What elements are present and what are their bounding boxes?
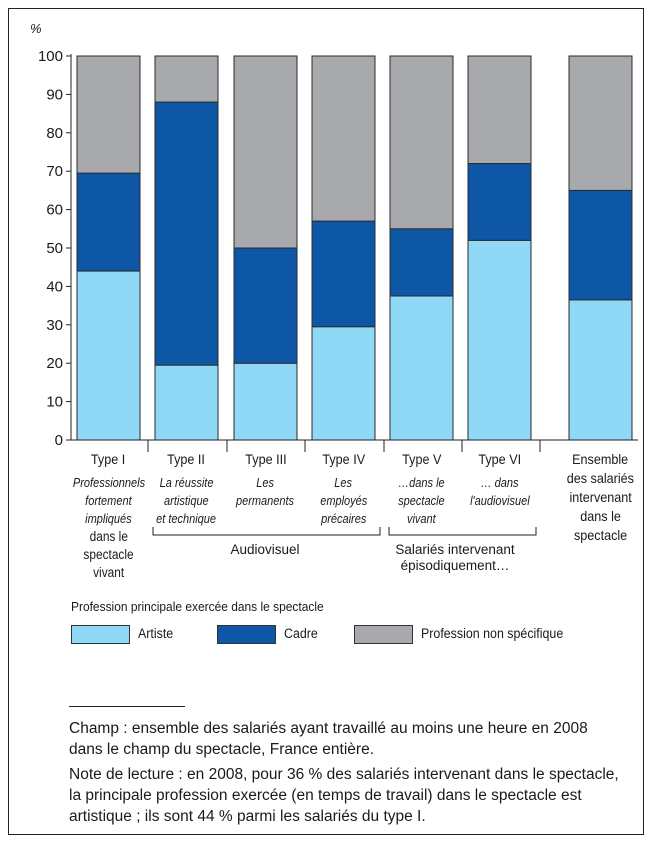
category-5-subtitle-line-3: vivant bbox=[407, 512, 436, 526]
bracket-1 bbox=[152, 527, 381, 536]
y-tick-label-60: 60 bbox=[46, 202, 63, 219]
bar-segment-2-2 bbox=[154, 101, 219, 366]
bar-segment-7-2 bbox=[568, 189, 633, 301]
bar-segment-4-2 bbox=[311, 220, 376, 328]
legend-label-cadre: Cadre bbox=[284, 626, 318, 641]
category-caption-4: Type IV Les employés précaires bbox=[296, 451, 392, 528]
category-label-5: Type V bbox=[401, 451, 442, 467]
bar-segment-6-2 bbox=[467, 163, 532, 241]
category-1-subtitle-line-6: vivant bbox=[92, 565, 125, 580]
category-6-subtitle-line-2: l'audiovisuel bbox=[469, 494, 530, 508]
category-3-subtitle-line-2: permanents bbox=[236, 494, 295, 508]
category-caption-1: Type I Professionnels fortement impliqués da… bbox=[61, 451, 157, 582]
category-label-1: Type I bbox=[91, 451, 126, 467]
bar-segment-5-1 bbox=[389, 295, 454, 441]
bar-segment-4-3 bbox=[311, 55, 376, 222]
bar-segment-1-2 bbox=[76, 172, 141, 272]
category-5-subtitle-line-2: spectacle bbox=[398, 494, 445, 508]
category-caption-7: Ensemble des salariés intervenant dans le sp… bbox=[553, 450, 649, 545]
bar-segment-1-1 bbox=[76, 270, 141, 441]
category-label-6: Type VI bbox=[478, 451, 521, 467]
category-1-subtitle-line-2: fortement bbox=[85, 494, 132, 508]
category-1-subtitle-line-3: impliqués bbox=[85, 512, 132, 526]
y-tick-label-30: 30 bbox=[46, 317, 63, 334]
figure-frame bbox=[8, 8, 644, 835]
category-caption-3: Type III Les permanents bbox=[218, 451, 314, 510]
legend-title: Profession principale exercée dans le sp… bbox=[71, 599, 324, 614]
bracket-label-2: Salariés intervenant épisodiquement… bbox=[395, 542, 515, 573]
bar-segment-3-3 bbox=[233, 55, 298, 249]
bar-segment-3-2 bbox=[233, 247, 298, 364]
y-tick-label-100: 100 bbox=[38, 48, 63, 65]
bracket-2 bbox=[388, 527, 537, 536]
y-tick-label-80: 80 bbox=[46, 125, 63, 142]
category-1-subtitle-line-5: spectacle bbox=[83, 547, 134, 562]
legend-label-artiste: Artiste bbox=[138, 626, 174, 641]
y-tick-label-40: 40 bbox=[46, 278, 63, 295]
legend-swatch-artiste bbox=[71, 625, 130, 644]
category-5-subtitle-line-1: …dans le bbox=[398, 476, 445, 490]
bar-segment-2-3 bbox=[154, 55, 219, 103]
y-tick-label-50: 50 bbox=[46, 240, 63, 257]
category-7-line-5: spectacle bbox=[573, 527, 628, 543]
bar-segment-1-3 bbox=[76, 55, 141, 174]
category-caption-5: Type V …dans le spectacle vivant bbox=[374, 451, 470, 528]
category-6-subtitle-line-1: … dans bbox=[480, 476, 519, 490]
category-3-subtitle-line-1: Les bbox=[256, 476, 275, 490]
y-tick-label-20: 20 bbox=[46, 355, 63, 372]
y-tick-label-0: 0 bbox=[55, 432, 63, 449]
legend-label-profession-non-specifique: Profession non spécifique bbox=[421, 626, 564, 641]
bar-segment-6-1 bbox=[467, 239, 532, 441]
category-label-2: Type II bbox=[167, 451, 206, 467]
category-7-line-2: des salariés bbox=[566, 470, 635, 486]
category-7-line-1: Ensemble bbox=[572, 451, 629, 467]
category-2-subtitle-line-2: artistique bbox=[164, 494, 209, 508]
bar-segment-5-3 bbox=[389, 55, 454, 230]
category-7-line-3: intervenant bbox=[569, 489, 632, 505]
category-4-subtitle-line-1: Les bbox=[334, 476, 353, 490]
category-label-4: Type IV bbox=[322, 451, 365, 467]
category-4-subtitle-line-2: employés bbox=[319, 494, 368, 508]
category-1-subtitle-line-4: dans le bbox=[89, 529, 128, 544]
category-7-line-4: dans le bbox=[580, 508, 621, 524]
category-2-subtitle-line-1: La réussite bbox=[159, 476, 214, 490]
category-4-subtitle-line-3: précaires bbox=[320, 512, 367, 526]
category-2-subtitle-line-3: et technique bbox=[156, 512, 217, 526]
y-unit-label: % bbox=[30, 21, 42, 36]
y-tick-label-10: 10 bbox=[46, 394, 63, 411]
bar-segment-7-1 bbox=[568, 299, 633, 441]
note-champ: Champ : ensemble des salariés ayant trav… bbox=[69, 720, 588, 758]
bar-segment-2-1 bbox=[154, 364, 219, 441]
bar-segment-3-1 bbox=[233, 362, 298, 441]
y-tick-label-70: 70 bbox=[46, 163, 63, 180]
bar-segment-4-1 bbox=[311, 326, 376, 441]
category-caption-2: Type II La réussite artistique et technique bbox=[139, 451, 235, 528]
bar-segment-5-2 bbox=[389, 228, 454, 297]
bar-segment-7-3 bbox=[568, 55, 633, 191]
category-label-3: Type III bbox=[244, 451, 287, 467]
legend-swatch-profession-non-specifique bbox=[354, 625, 413, 644]
y-tick-label-90: 90 bbox=[46, 86, 63, 103]
bar-segment-6-3 bbox=[467, 55, 532, 165]
category-1-subtitle-line-1: Professionnels bbox=[72, 476, 145, 490]
legend-swatch-cadre bbox=[217, 625, 276, 644]
bracket-label-1: Audiovisuel bbox=[230, 542, 300, 557]
note-lecture: Note de lecture : en 2008, pour 36 % des… bbox=[69, 766, 619, 825]
footnote-rule bbox=[69, 706, 185, 707]
category-caption-6: Type VI … dans l'audiovisuel bbox=[452, 451, 548, 510]
stacked-bar-chart: 0 10 20 30 40 50 60 70 80 90 100% bbox=[30, 21, 638, 536]
